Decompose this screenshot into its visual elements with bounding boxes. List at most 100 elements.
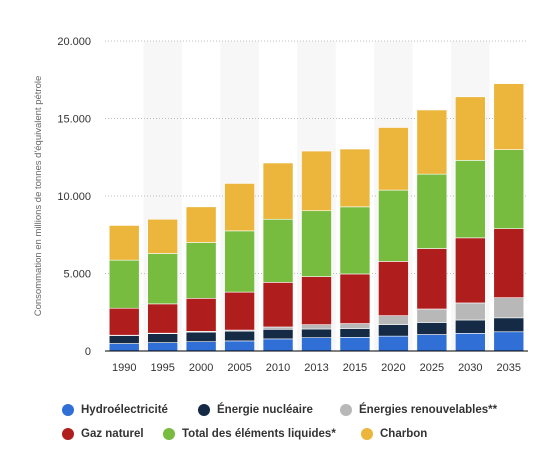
bar-segment[interactable] [108,259,140,309]
bar-segment[interactable] [108,307,140,336]
bar-segment[interactable] [416,334,448,352]
legend-label: Total des éléments liquides* [182,428,336,440]
bar-segment[interactable] [493,317,525,333]
bar-segment[interactable] [224,183,255,232]
bar-segment[interactable] [455,302,486,321]
x-axis-tick-labels: 1990 1995 2000 2005 2010 2013 2015 2020 2025 2030… [112,362,521,374]
legend-item-renewables[interactable]: Énergies renouvelables** [340,404,497,416]
bar-segment[interactable] [224,230,255,293]
bar-segment[interactable] [301,324,332,330]
bar-segment[interactable] [147,342,178,352]
bar-segment[interactable] [455,237,486,304]
legend-label: Énergies renouvelables** [359,404,498,416]
bar-segment[interactable] [416,109,448,175]
legend-item-nuclear[interactable]: Énergie nucléaire [198,404,340,416]
legend-item-gas[interactable]: Gaz naturel [62,428,163,440]
bar-segment[interactable] [455,96,486,161]
x-tick-label: 2000 [189,362,213,374]
bar-segment[interactable] [262,282,294,328]
bar-segment[interactable] [339,323,371,329]
bar-segment[interactable] [147,333,178,343]
bar-segment[interactable] [262,162,294,220]
bar-segment[interactable] [262,328,294,340]
x-tick-label: 2020 [381,362,405,374]
bar-segment[interactable] [185,341,217,352]
bar-segment[interactable] [339,273,371,324]
bar-segment[interactable] [147,303,178,334]
stacked-bar-chart: 0 5.000 10.000 15.000 20.000 Consommation en… [33,36,528,374]
bar-segment[interactable] [416,322,448,335]
legend-label: Gaz naturel [81,428,144,440]
y-tick-label: 0 [85,346,91,358]
bar-segment[interactable] [416,308,448,323]
bar-segment[interactable] [108,343,140,352]
legend-swatch-icon [340,404,352,416]
bar-segment[interactable] [262,338,294,352]
bar-segment[interactable] [378,324,409,337]
legend-item-liquids[interactable]: Total des éléments liquides* [163,428,361,440]
legend-swatch-icon [62,428,74,440]
bar-segment[interactable] [493,331,525,352]
bar-segment[interactable] [185,206,217,243]
y-tick-label: 5.000 [63,269,91,281]
y-tick-label: 10.000 [57,191,91,203]
legend-swatch-icon [163,428,175,440]
bar-segment[interactable] [224,340,255,352]
bar-segment[interactable] [416,173,448,249]
bar-segment[interactable] [455,333,486,352]
x-tick-label: 2015 [343,362,367,374]
bar-segment[interactable] [455,160,486,239]
legend-swatch-icon [361,428,373,440]
bar-segment[interactable] [301,337,332,352]
bar-segment[interactable] [339,337,371,352]
legend-label: Hydroélectricité [81,404,168,416]
bar-segment[interactable] [493,297,525,319]
x-tick-label: 1995 [150,362,174,374]
bar-segment[interactable] [147,253,178,305]
bar-segment[interactable] [301,328,332,338]
bar-segment[interactable] [108,225,140,261]
bar-segments [108,83,525,352]
bar-segment[interactable] [185,242,217,299]
bar-segment[interactable] [262,218,294,283]
bar-segment[interactable] [378,189,409,262]
bar-segment[interactable] [378,335,409,352]
bar-segment[interactable] [301,150,332,212]
bar-segment[interactable] [301,210,332,277]
legend-swatch-icon [198,404,210,416]
y-axis-tick-labels: 0 5.000 10.000 15.000 20.000 [57,36,91,358]
bar-segment[interactable] [493,228,525,298]
legend-row: Gaz naturel Total des éléments liquides*… [62,422,532,446]
bar-segment[interactable] [378,315,409,325]
legend-item-coal[interactable]: Charbon [361,428,427,440]
bar-segment[interactable] [224,291,255,331]
x-tick-label: 1990 [112,362,136,374]
x-tick-label: 2035 [497,362,521,374]
legend: Hydroélectricité Énergie nucléaire Énerg… [62,398,532,446]
bar-segment[interactable] [339,206,371,275]
bar-segment[interactable] [493,149,525,230]
bar-segment[interactable] [301,276,332,325]
bar-segment[interactable] [185,331,217,342]
legend-label: Charbon [380,428,428,440]
bar-segment[interactable] [185,297,217,332]
x-tick-label: 2030 [458,362,482,374]
bar-segment[interactable] [262,326,294,330]
bar-segment[interactable] [147,218,178,254]
legend-row: Hydroélectricité Énergie nucléaire Énerg… [62,398,532,422]
bar-segment[interactable] [108,335,140,344]
legend-swatch-icon [62,404,74,416]
y-tick-label: 15.000 [57,114,91,126]
bar-segment[interactable] [339,148,371,208]
x-tick-label: 2013 [304,362,328,374]
x-tick-label: 2005 [227,362,251,374]
bar-segment[interactable] [493,83,525,150]
legend-label: Énergie nucléaire [217,404,313,416]
legend-item-hydro[interactable]: Hydroélectricité [62,404,198,416]
bar-segment[interactable] [455,319,486,334]
bar-segment[interactable] [416,248,448,310]
bar-segment[interactable] [339,328,371,338]
bar-segment[interactable] [224,330,255,342]
bar-segment[interactable] [378,127,409,191]
bar-segment[interactable] [378,261,409,316]
